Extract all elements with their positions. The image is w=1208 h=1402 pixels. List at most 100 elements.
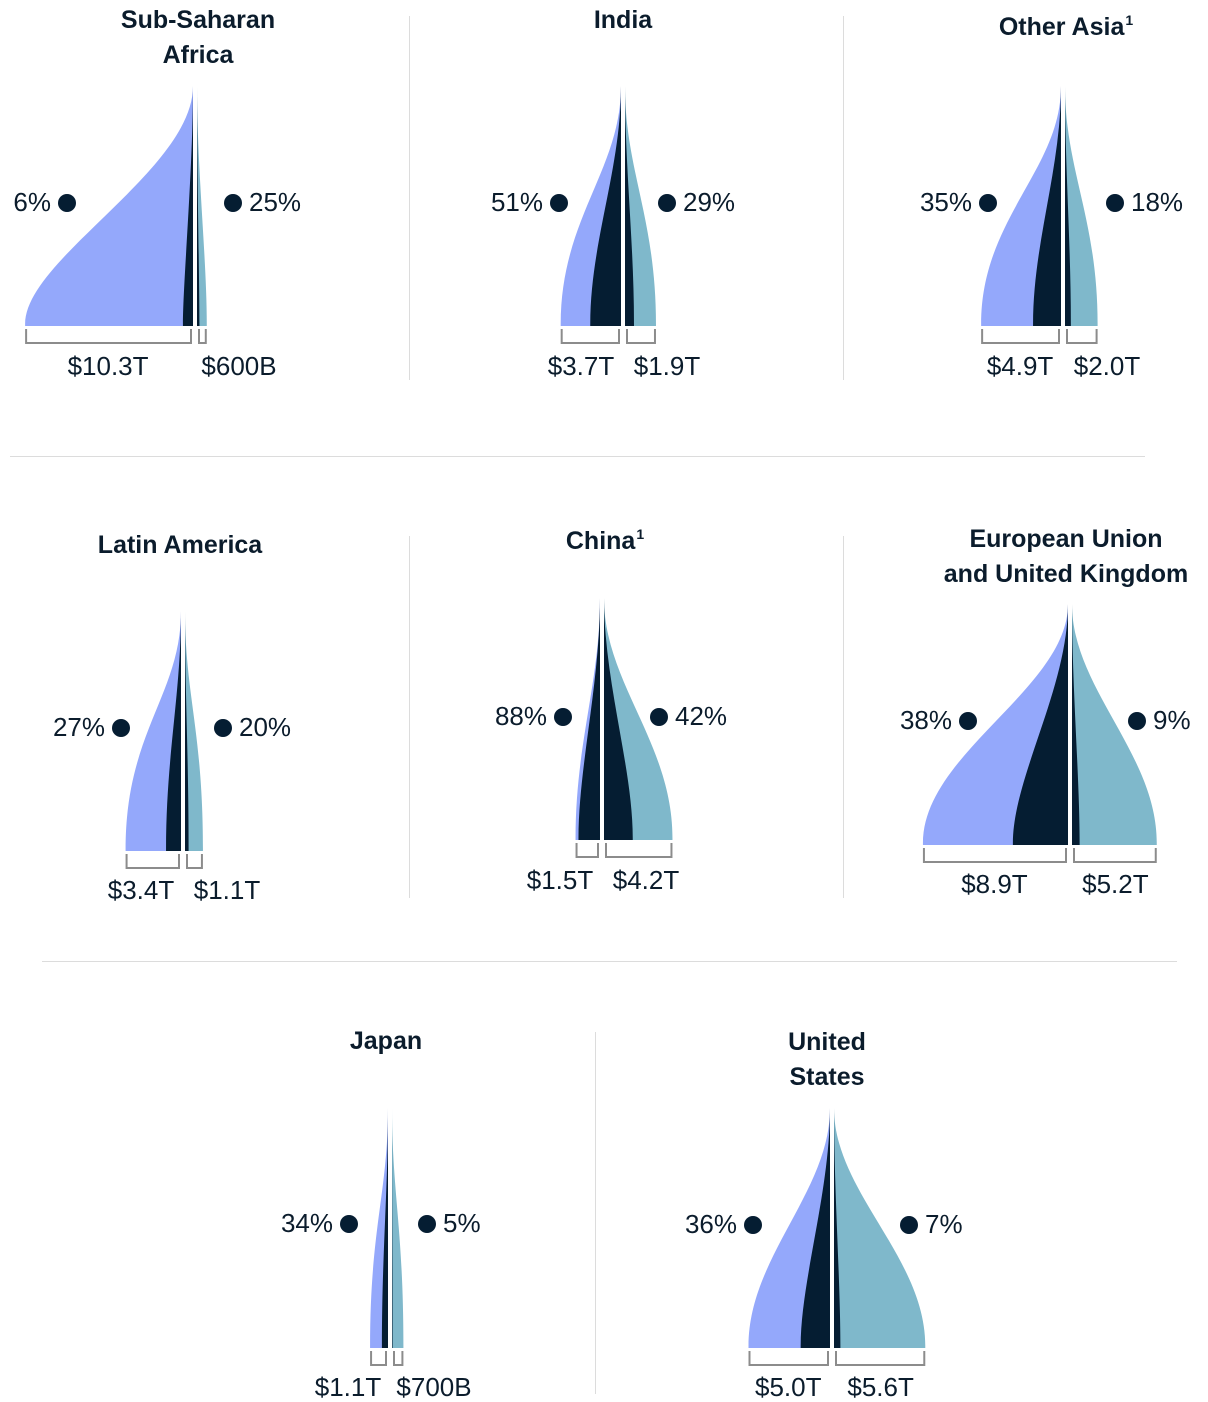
right-percent-label: 18% [1131,187,1183,217]
left-value-label: $1.5T [527,865,594,895]
right-percent-label: 20% [239,712,291,742]
left-value-label: $8.9T [961,869,1028,899]
panel-title: United States [667,1025,987,1095]
left-percent-dot [58,194,76,212]
panel-title-line: Other Asia1 [998,12,1134,41]
left-value-label: $3.7T [548,351,615,381]
right-percent-dot [650,708,668,726]
left-value-bracket [25,329,192,344]
panel-title: Latin America [20,528,340,563]
center-divider-line [181,609,184,851]
right-percent-label: 25% [249,187,301,217]
left-value-label: $1.1T [315,1372,382,1402]
left-dark-area [1012,604,1068,845]
column-divider [843,536,844,898]
footnote-marker: 1 [636,526,645,542]
left-light-area [575,598,600,840]
left-percent-label: 6% [13,187,51,217]
left-light-area [125,611,181,851]
panel-title-line: United [788,1028,866,1056]
right-percent-label: 29% [683,187,735,217]
panel-title: Sub-Saharan Africa [38,3,358,73]
column-divider [409,16,410,380]
right-value-bracket [198,329,207,344]
right-dark-area [1065,86,1071,326]
left-percent-label: 27% [53,712,105,742]
left-dark-area [166,611,181,851]
right-light-area [604,598,673,840]
left-value-bracket [748,1351,829,1366]
left-light-area [922,604,1068,845]
right-value-label: $4.2T [613,865,680,895]
right-value-label: $1.1T [194,875,261,905]
left-value-bracket [981,329,1060,344]
center-divider-line [830,1106,833,1348]
panel-title: Other Asia1 [906,3,1208,45]
left-light-area [981,86,1061,326]
right-light-area [392,1108,404,1348]
right-value-label: $600B [201,351,276,381]
panel-title-line: European Union [969,525,1163,553]
left-light-area [748,1108,830,1348]
right-value-label: $5.2T [1082,869,1149,899]
right-value-label: $5.6T [847,1372,914,1402]
right-value-label: $700B [396,1372,471,1402]
left-light-area [370,1108,388,1348]
panel-title-line: Africa [162,41,234,69]
right-light-area [1072,604,1157,845]
footnote-marker: 1 [1125,12,1134,28]
left-percent-label: 38% [900,705,952,735]
right-light-area [1065,86,1098,326]
right-dark-area [604,598,633,840]
column-divider [409,536,410,898]
left-value-label: $5.0T [755,1372,822,1402]
panel-title-line: India [593,6,653,34]
left-percent-dot [112,719,130,737]
right-light-area [197,86,207,326]
left-light-area [560,86,621,326]
right-value-bracket [605,843,673,858]
panel-title-line: States [789,1063,865,1091]
right-value-bracket [393,1351,404,1366]
right-percent-dot [214,719,232,737]
panel-title-line: Latin America [97,531,263,559]
left-value-bracket [560,329,620,344]
left-value-label: $4.9T [987,351,1054,381]
left-value-bracket [370,1351,387,1366]
right-percent-label: 42% [675,701,727,731]
panel-title-line: Japan [349,1027,423,1055]
panel-title: European Union and United Kingdom [906,522,1208,592]
left-percent-label: 36% [685,1209,737,1239]
left-percent-dot [979,194,997,212]
right-percent-dot [900,1216,918,1234]
right-light-area [625,86,656,326]
right-dark-area [392,1108,393,1348]
left-dark-area [1033,86,1061,326]
panel-title-line: Sub-Saharan [120,6,276,34]
right-percent-dot [1128,712,1146,730]
left-percent-label: 34% [281,1208,333,1238]
left-value-bracket [575,843,599,858]
right-dark-area [834,1108,841,1348]
right-percent-dot [658,194,676,212]
left-percent-dot [340,1215,358,1233]
left-value-label: $3.4T [108,875,175,905]
right-value-bracket [835,1351,926,1366]
right-dark-area [625,86,634,326]
left-value-bracket [922,848,1067,863]
left-percent-label: 35% [920,187,972,217]
panel-title: India [463,3,783,38]
center-divider-line [388,1106,391,1348]
left-dark-area [590,86,621,326]
